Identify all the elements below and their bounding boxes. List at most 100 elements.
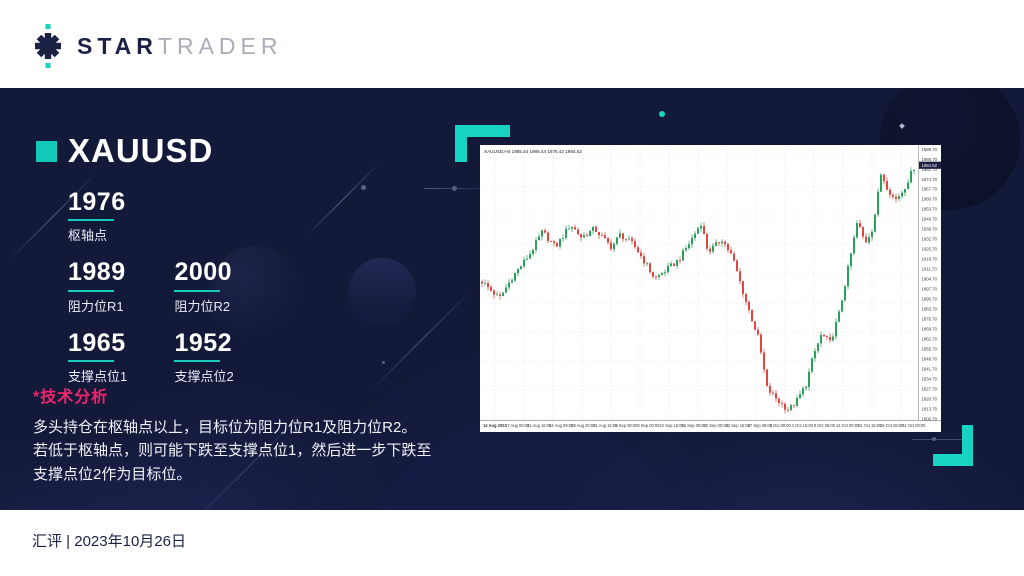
decor-dot-gray-2: [382, 361, 385, 364]
stat-underline: [68, 359, 114, 362]
title-bullet-square: [36, 140, 57, 162]
svg-text:1820.70: 1820.70: [922, 397, 938, 402]
svg-text:1995.70: 1995.70: [922, 147, 938, 152]
svg-text:1939.70: 1939.70: [922, 227, 938, 232]
svg-text:1813.70: 1813.70: [922, 407, 938, 412]
pivot-stats: 1976 枢轴点 1989 阻力位R1 2000 阻力位R2: [68, 189, 276, 400]
svg-text:1925.70: 1925.70: [922, 247, 938, 252]
svg-text:1967.70: 1967.70: [922, 187, 938, 192]
svg-text:9 Oct 08:00: 9 Oct 08:00: [814, 423, 836, 428]
stat-row-pivot: 1976 枢轴点: [68, 189, 276, 244]
svg-text:1918.70: 1918.70: [922, 257, 938, 262]
stat-underline: [174, 289, 221, 292]
symbol-title: XAUUSD: [68, 132, 214, 169]
svg-text:XAUUSD,H4 1985.44 1986.44 1975: XAUUSD,H4 1985.44 1986.44 1975.42 1984.5…: [484, 149, 582, 154]
stat-label: 枢轴点: [68, 228, 108, 244]
svg-text:1953.70: 1953.70: [922, 207, 938, 212]
stat-support-2: 1952 支撑点位2: [174, 328, 276, 385]
svg-text:2 Oct 00:00: 2 Oct 00:00: [770, 423, 792, 428]
svg-text:1946.70: 1946.70: [922, 217, 938, 222]
logo-text-star: STAR: [77, 32, 158, 59]
stat-value: 1952: [174, 328, 233, 357]
svg-text:1855.70: 1855.70: [922, 347, 938, 352]
stat-label: 支撑点位2: [174, 368, 234, 384]
star-icon: [35, 24, 61, 68]
svg-text:8 Sep 00:00: 8 Sep 00:00: [637, 423, 660, 428]
svg-text:1834.70: 1834.70: [922, 377, 938, 382]
stat-underline: [68, 219, 114, 222]
svg-text:19 Oct 08:00: 19 Oct 08:00: [880, 423, 904, 428]
svg-text:20 Sep 00:00: 20 Sep 00:00: [704, 423, 729, 428]
svg-text:1904.70: 1904.70: [922, 277, 938, 282]
svg-text:4 Oct 16:00: 4 Oct 16:00: [792, 423, 814, 428]
svg-text:21 Aug 16:00: 21 Aug 16:00: [527, 423, 552, 428]
svg-text:1862.70: 1862.70: [922, 337, 938, 342]
svg-text:1911.70: 1911.70: [922, 267, 938, 272]
stat-label: 阻力位R1: [68, 298, 124, 314]
stat-label: 阻力位R2: [174, 298, 231, 314]
corner-bracket-top-left: [455, 125, 510, 162]
svg-text:1827.70: 1827.70: [922, 387, 938, 392]
header: STAR TRADER: [0, 0, 1024, 88]
svg-text:24 Aug 08:00: 24 Aug 08:00: [549, 423, 574, 428]
svg-text:24 Oct 00:00: 24 Oct 00:00: [902, 423, 926, 428]
decor-dot-gray-1: [361, 185, 366, 190]
svg-text:12 Oct 00:00: 12 Oct 00:00: [836, 423, 860, 428]
analysis-body: 多头持仓在枢轴点以上，目标位为阻力位R1及阻力位R2。 若低于枢轴点，则可能下跌…: [33, 419, 432, 483]
svg-text:1960.70: 1960.70: [922, 197, 938, 202]
svg-text:15 Sep 08:00: 15 Sep 08:00: [681, 423, 706, 428]
svg-text:1883.70: 1883.70: [922, 307, 938, 312]
stat-underline: [174, 359, 221, 362]
analysis-heading: *技术分析: [33, 389, 109, 406]
footer: 汇评 | 2023年10月26日: [0, 510, 1024, 576]
decor-dot-teal: [659, 111, 665, 117]
svg-text:31 Aug 16:00: 31 Aug 16:00: [593, 423, 618, 428]
decor-square-white: [899, 123, 905, 129]
stat-support-1: 1965 支撑点位1: [68, 328, 170, 385]
stat-resistance-r2: 2000 阻力位R2: [174, 259, 276, 314]
svg-text:27 Sep 08:00: 27 Sep 08:00: [748, 423, 773, 428]
decor-planet-circle: [348, 258, 416, 326]
main-panel: XAUUSD 1976 枢轴点 1989 阻力位R1 2000: [0, 88, 1024, 510]
footer-caption: 汇评 | 2023年10月26日: [32, 533, 186, 550]
corner-bracket-bottom-right: [933, 425, 973, 466]
logo-text-trader: TRADER: [157, 32, 283, 59]
svg-text:1932.70: 1932.70: [922, 237, 938, 242]
stat-value: 1965: [68, 328, 126, 357]
svg-text:1806.70: 1806.70: [922, 417, 938, 422]
svg-text:1841.70: 1841.70: [922, 367, 938, 372]
svg-text:1897.70: 1897.70: [922, 287, 938, 292]
stat-row-support: 1965 支撑点位1 1952 支撑点位2: [68, 328, 276, 385]
svg-text:14 Aug 2023: 14 Aug 2023: [483, 423, 507, 428]
svg-text:17 Aug 00:00: 17 Aug 00:00: [505, 423, 530, 428]
svg-text:22 Sep 16:00: 22 Sep 16:00: [726, 423, 751, 428]
svg-text:1984.52: 1984.52: [922, 163, 938, 168]
svg-text:5 Sep 08:00: 5 Sep 08:00: [615, 423, 638, 428]
svg-text:1876.70: 1876.70: [922, 317, 938, 322]
svg-text:1848.70: 1848.70: [922, 357, 938, 362]
price-chart: 1995.701988.701981.701974.701967.701960.…: [480, 145, 941, 428]
startrader-logo: STAR TRADER: [30, 24, 282, 68]
decor-streak-2: [302, 160, 382, 241]
svg-text:1988.70: 1988.70: [922, 157, 938, 162]
svg-text:16 Oct 16:00: 16 Oct 16:00: [858, 423, 882, 428]
svg-text:1974.70: 1974.70: [922, 177, 938, 182]
svg-text:1869.70: 1869.70: [922, 327, 938, 332]
decor-dot-gray-3: [452, 186, 457, 191]
symbol-title-row: XAUUSD: [36, 132, 213, 170]
stat-value: 1989: [68, 258, 126, 287]
stat-underline: [68, 289, 114, 292]
svg-text:12 Sep 16:00: 12 Sep 16:00: [659, 423, 684, 428]
svg-text:29 Aug 00:00: 29 Aug 00:00: [571, 423, 596, 428]
stat-value: 2000: [174, 258, 233, 287]
technical-analysis: *技术分析 多头持仓在枢轴点以上，目标位为阻力位R1及阻力位R2。 若低于枢轴点…: [33, 383, 473, 486]
stat-pivot: 1976 枢轴点: [68, 189, 170, 244]
stat-resistance-r1: 1989 阻力位R1: [68, 259, 170, 314]
chart-window: 1995.70 1988.70 1981.70 1974.70 1967.70 1960.…: [480, 145, 941, 432]
svg-text:1890.70: 1890.70: [922, 297, 938, 302]
stat-row-resistance: 1989 阻力位R1 2000 阻力位R2: [68, 259, 276, 314]
stat-value: 1976: [68, 188, 126, 216]
decor-streak-3: [367, 287, 475, 394]
stat-label: 支撑点位1: [68, 368, 128, 384]
